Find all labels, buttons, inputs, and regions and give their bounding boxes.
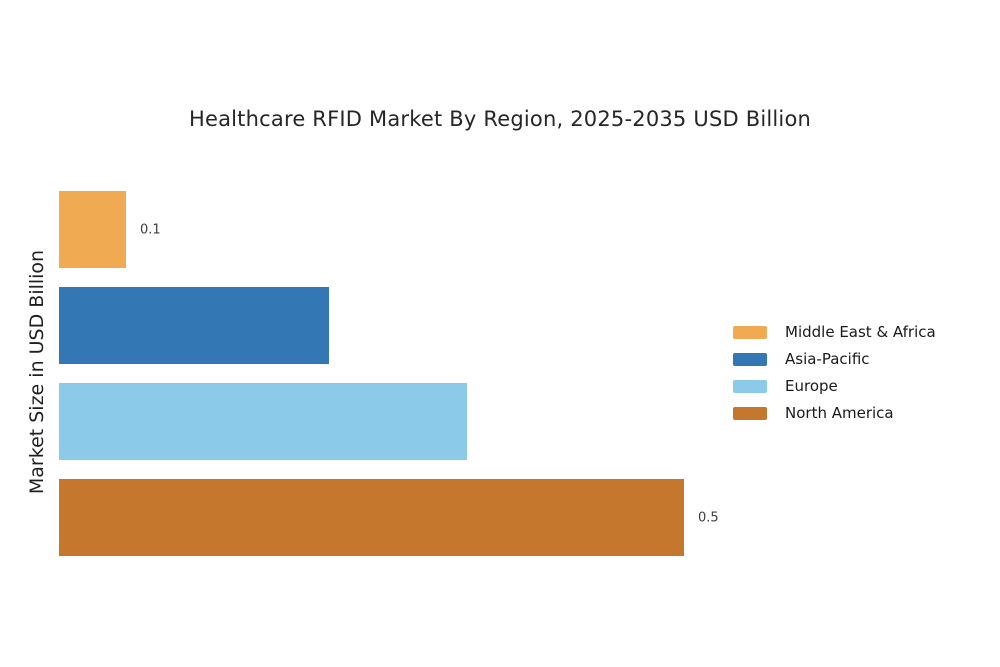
legend-label-europe: Europe — [785, 377, 838, 395]
chart-title: Healthcare RFID Market By Region, 2025-2… — [188, 107, 812, 131]
legend-swatch-asia-pacific — [733, 352, 767, 366]
legend-swatch-middle-east-africa — [733, 325, 767, 339]
legend-label-north-america: North America — [785, 404, 894, 422]
bar-asia-pacific — [59, 287, 329, 364]
bar-value-label-middle-east-africa: 0.1 — [140, 222, 161, 237]
y-axis-label: Market Size in USD Billion — [26, 249, 48, 495]
bar-north-america — [59, 479, 684, 556]
bar-middle-east-africa — [59, 191, 126, 268]
legend-swatch-north-america — [733, 406, 767, 420]
bar-europe — [59, 383, 467, 460]
legend-swatch-europe — [733, 379, 767, 393]
legend-item-middle-east-africa: Middle East & Africa — [733, 323, 936, 341]
legend: Middle East & Africa Asia-Pacific Europe No… — [733, 323, 936, 433]
legend-label-asia-pacific: Asia-Pacific — [785, 350, 870, 368]
legend-item-asia-pacific: Asia-Pacific — [733, 350, 936, 368]
legend-item-north-america: North America — [733, 404, 936, 422]
bar-value-label-north-america: 0.5 — [698, 510, 719, 525]
legend-label-middle-east-africa: Middle East & Africa — [785, 323, 936, 341]
legend-item-europe: Europe — [733, 377, 936, 395]
